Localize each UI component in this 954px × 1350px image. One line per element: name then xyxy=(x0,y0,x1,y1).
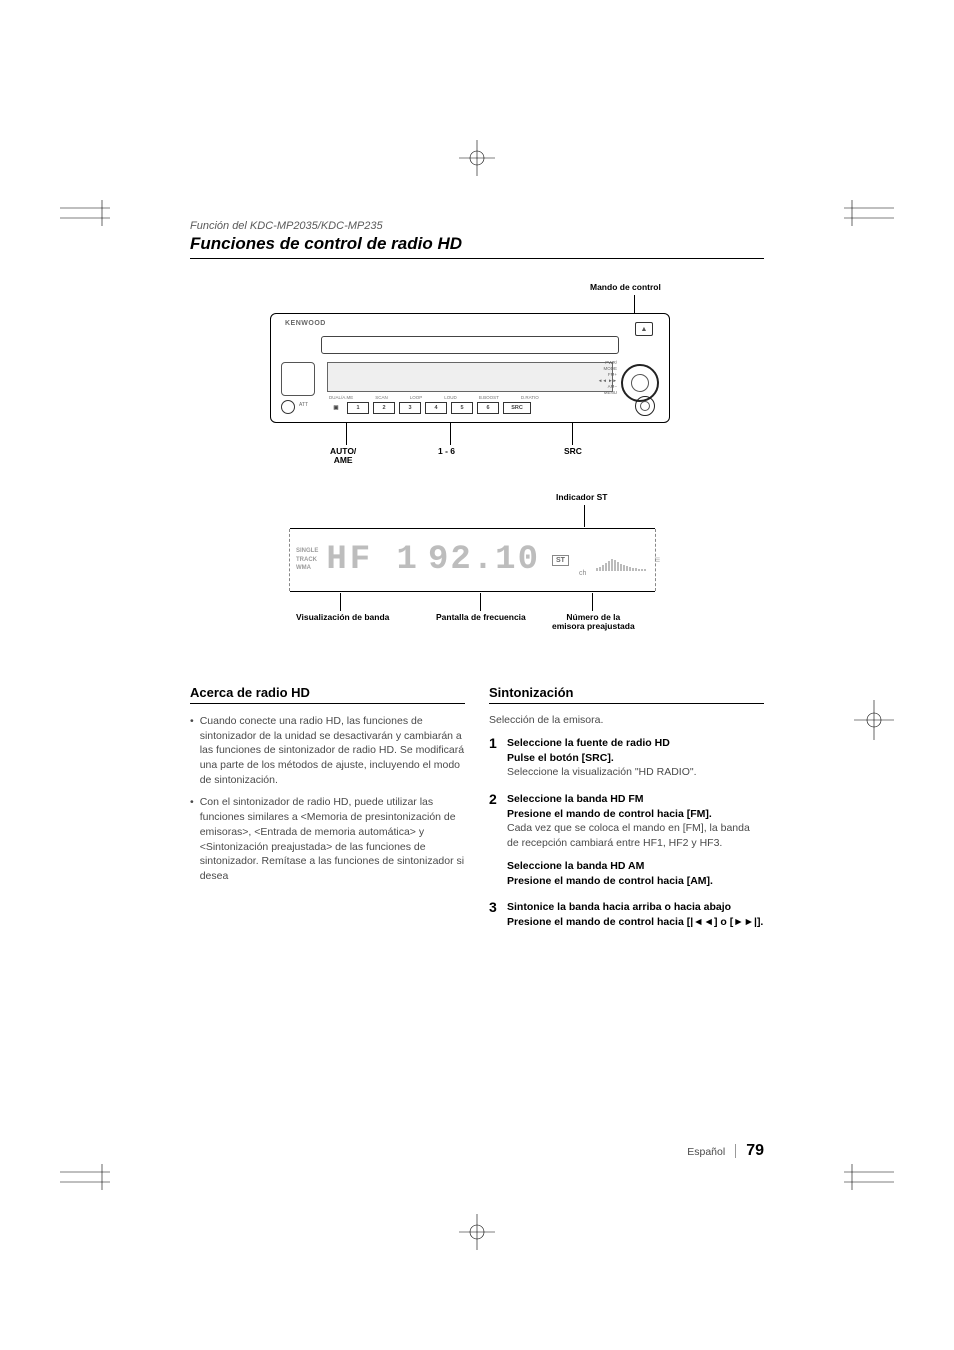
crop-mark-bottom-center xyxy=(459,1214,495,1250)
bullet-text: Cuando conecte una radio HD, las funcion… xyxy=(200,714,465,787)
panel-small-labels: DUAL/A.ME SCAN LOOP LOUD B.BOOST D.RATIO xyxy=(329,395,539,400)
page-title: Funciones de control de radio HD xyxy=(190,234,764,259)
step-2: 2 Seleccione la banda HD FM Presione el … xyxy=(489,792,764,888)
bullet-text: Con el sintonizador de radio HD, puede u… xyxy=(200,795,465,883)
callout-line xyxy=(480,593,481,611)
cd-slot xyxy=(321,336,619,354)
left-aux-knob xyxy=(281,400,295,414)
step-1: 1 Seleccione la fuente de radio HD Pulse… xyxy=(489,736,764,780)
callout-line xyxy=(340,593,341,611)
car-stereo-illustration: KENWOOD ▲ ATT PWR/ MODE FM+ ◄◄ ►► AM− ME… xyxy=(270,313,670,423)
step-instruction: Presione el mando de control hacia [|◄◄]… xyxy=(507,915,764,930)
figure-area: Mando de control KENWOOD ▲ ATT PWR/ MODE… xyxy=(190,283,764,673)
crop-mark-left-top xyxy=(60,200,110,226)
callout-auto-ame: AUTO/ AME xyxy=(330,447,356,466)
right-column: Sintonización Selección de la emisora. 1… xyxy=(489,685,764,942)
bullet-dot-icon: • xyxy=(190,714,194,787)
brand-label: KENWOOD xyxy=(285,320,326,327)
right-heading: Sintonización xyxy=(489,685,764,704)
callout-numero-preset: Número de la emisora preajustada xyxy=(552,613,635,632)
dotted-edge-left xyxy=(289,529,290,591)
step-explanation: Cada vez que se coloca el mando en [FM],… xyxy=(507,821,764,850)
crop-mark-right-top xyxy=(844,200,894,226)
left-heading: Acerca de radio HD xyxy=(190,685,465,704)
callout-line xyxy=(592,593,593,611)
skip-back-icon: |◄◄ xyxy=(690,915,714,930)
step-instruction: Pulse el botón [SRC]. xyxy=(507,751,764,766)
step-title: Sintonice la banda hacia arriba o hacia … xyxy=(507,900,764,915)
skip-forward-icon: ►►| xyxy=(733,915,757,930)
callout-line xyxy=(584,505,585,527)
footer-divider xyxy=(735,1144,736,1158)
stereo-lcd xyxy=(327,362,613,392)
bullet-item: • Cuando conecte una radio HD, las funci… xyxy=(190,714,465,787)
lcd-left-icons: SINGLE TRACK WMA xyxy=(296,547,318,572)
step-title: Seleccione la banda HD FM xyxy=(507,792,764,807)
eject-button-icon: ▲ xyxy=(635,322,653,336)
page-footer: Español 79 xyxy=(687,1142,764,1160)
lcd-bars xyxy=(596,549,646,571)
preset-button-row: ▣ 1 2 3 4 5 6 SRC xyxy=(329,402,531,414)
step-explanation: Seleccione la visualización "HD RADIO". xyxy=(507,765,764,780)
callout-line xyxy=(450,423,451,445)
left-control-pad xyxy=(281,362,315,396)
disp-icon: ▣ xyxy=(329,402,343,414)
crop-mark-right-mid xyxy=(854,700,894,740)
step-subtitle: Seleccione la banda HD AM xyxy=(507,859,764,874)
crop-mark-top-center xyxy=(459,140,495,176)
crop-mark-right-bottom xyxy=(844,1164,894,1190)
dotted-edge-right xyxy=(655,529,656,591)
bullet-dot-icon: • xyxy=(190,795,194,883)
callout-indicador-st: Indicador ST xyxy=(556,493,607,502)
lcd-display-detail: SINGLE TRACK WMA HF 1 92.10 ST ch ≡ xyxy=(290,528,655,592)
bullet-item: • Con el sintonizador de radio HD, puede… xyxy=(190,795,465,883)
att-label: ATT xyxy=(299,402,308,408)
src-button-label: SRC xyxy=(503,402,531,414)
callout-line xyxy=(572,423,573,445)
lcd-band-text: HF 1 xyxy=(326,541,420,579)
preset-2: 2 xyxy=(373,402,395,414)
step-subinstruction: Presione el mando de control hacia [AM]. xyxy=(507,874,764,889)
left-column: Acerca de radio HD • Cuando conecte una … xyxy=(190,685,465,942)
volume-knob xyxy=(635,396,655,416)
callout-pantalla-freq: Pantalla de frecuencia xyxy=(436,613,526,622)
callout-mando-control: Mando de control xyxy=(590,283,661,292)
callout-src: SRC xyxy=(564,447,582,456)
body-columns: Acerca de radio HD • Cuando conecte una … xyxy=(190,685,764,942)
preset-4: 4 xyxy=(425,402,447,414)
page-content: Función del KDC-MP2035/KDC-MP235 Funcion… xyxy=(190,220,764,1160)
preset-6: 6 xyxy=(477,402,499,414)
lcd-frequency: 92.10 xyxy=(428,541,540,579)
step-instruction: Presione el mando de control hacia [FM]. xyxy=(507,807,764,822)
subheading: Función del KDC-MP2035/KDC-MP235 xyxy=(190,220,764,232)
step-title: Seleccione la fuente de radio HD xyxy=(507,736,764,751)
step-number: 2 xyxy=(489,792,501,888)
st-indicator: ST xyxy=(552,555,569,566)
preset-3: 3 xyxy=(399,402,421,414)
step-3: 3 Sintonice la banda hacia arriba o haci… xyxy=(489,900,764,929)
crop-mark-left-bottom xyxy=(60,1164,110,1190)
preset-1: 1 xyxy=(347,402,369,414)
callout-1-6: 1 - 6 xyxy=(438,447,455,456)
callout-line xyxy=(346,423,347,445)
footer-language: Español xyxy=(687,1146,725,1158)
right-intro: Selección de la emisora. xyxy=(489,714,764,726)
preset-5: 5 xyxy=(451,402,473,414)
callout-vis-banda: Visualización de banda xyxy=(296,613,389,622)
ch-label: ch xyxy=(579,570,586,577)
rocker-labels: PWR/ MODE FM+ ◄◄ ►► AM− MENU xyxy=(598,360,617,396)
step-number: 1 xyxy=(489,736,501,780)
page-number: 79 xyxy=(746,1142,764,1160)
step-number: 3 xyxy=(489,900,501,929)
